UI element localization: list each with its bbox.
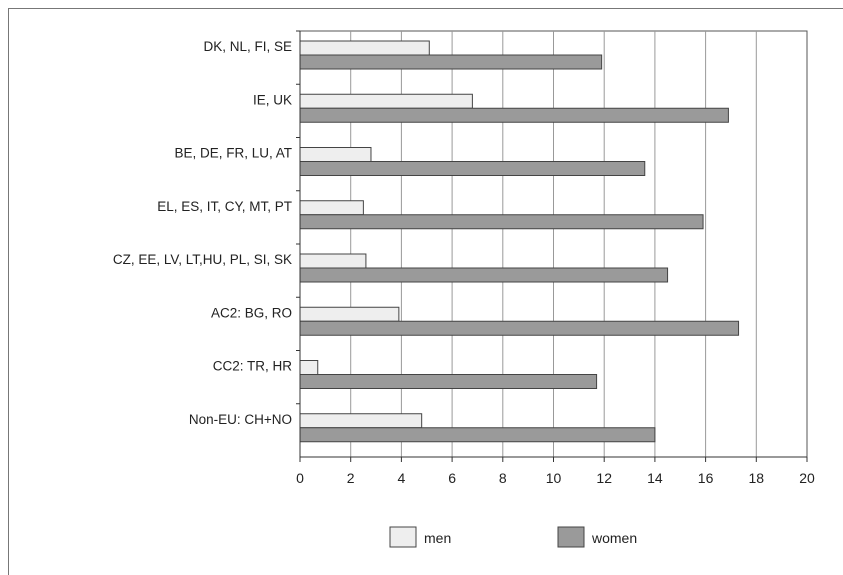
x-tick-label: 8	[499, 470, 507, 486]
legend-label-men: men	[424, 530, 451, 546]
category-label: BE, DE, FR, LU, AT	[174, 146, 292, 161]
bar-women	[299, 427, 656, 443]
bar-women	[299, 320, 740, 336]
x-tick-label: 12	[596, 470, 612, 486]
bar-men	[299, 200, 364, 216]
x-tick-label: 4	[398, 470, 406, 486]
bar-men	[299, 306, 400, 322]
x-tick-label: 20	[799, 470, 815, 486]
x-axis: 0 2 4 6 8 10 12 14 16 18 20	[296, 30, 815, 486]
x-tick-label: 0	[296, 470, 304, 486]
x-tick-label: 6	[448, 470, 456, 486]
category-label: CZ, EE, LV, LT,HU, PL, SI, SK	[113, 252, 292, 267]
bar-women	[299, 374, 598, 389]
bar-women	[299, 214, 704, 230]
x-tick-label: 10	[546, 470, 562, 486]
bar-women	[299, 161, 646, 176]
bar-men	[299, 253, 367, 269]
bar-men	[299, 40, 430, 56]
x-tick-label: 18	[749, 470, 765, 486]
category-label: AC2: BG, RO	[211, 305, 292, 320]
x-tick-label: 14	[647, 470, 663, 486]
bar-men	[299, 413, 423, 429]
category-label: CC2: TR, HR	[213, 359, 293, 374]
chart-frame	[8, 8, 843, 575]
legend-label-women: women	[591, 530, 637, 546]
bar-men	[299, 147, 372, 162]
x-tick-label: 2	[347, 470, 355, 486]
category-label: IE, UK	[253, 92, 292, 107]
category-labels: DK, NL, FI, SE IE, UK BE, DE, FR, LU, AT EL…	[113, 39, 292, 427]
legend: men women	[389, 526, 637, 548]
category-label: DK, NL, FI, SE	[203, 39, 292, 54]
bars	[299, 40, 740, 443]
bar-men	[299, 360, 319, 375]
category-label: EL, ES, IT, CY, MT, PT	[157, 199, 292, 214]
bar-women	[299, 267, 669, 283]
x-tick-label: 16	[698, 470, 714, 486]
bar-women	[299, 107, 729, 123]
bar-women	[299, 54, 603, 70]
legend-swatch-women	[557, 526, 585, 548]
bar-men	[299, 93, 473, 109]
legend-swatch-men	[389, 526, 417, 548]
category-label: Non-EU: CH+NO	[189, 412, 292, 427]
